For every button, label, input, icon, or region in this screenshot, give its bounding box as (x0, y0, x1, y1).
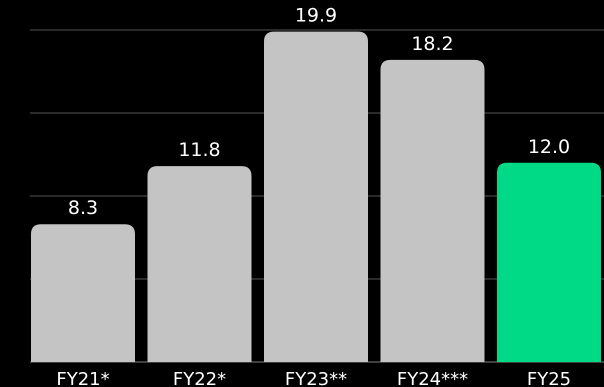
bar-fy22 (147, 166, 252, 362)
data-label-2: 19.9 (295, 5, 337, 27)
bar-fy24 (380, 59, 485, 362)
x-tick-label-0: FY21* (56, 369, 109, 387)
data-label-0: 8.3 (68, 197, 98, 219)
x-tick-labels: FY21* FY22* FY23** FY24*** FY25 (56, 369, 571, 387)
x-tick-label-4: FY25 (527, 369, 571, 387)
bar-fy25 (497, 162, 601, 362)
data-labels: 8.3 11.8 19.9 18.2 12.0 (68, 5, 570, 220)
bar-fy21 (31, 224, 135, 362)
x-tick-label-3: FY24*** (397, 369, 468, 387)
bar-fy23 (264, 31, 368, 362)
x-tick-label-1: FY22* (173, 369, 226, 387)
data-label-4: 12.0 (528, 136, 570, 158)
data-label-3: 18.2 (411, 33, 453, 55)
data-label-1: 11.8 (178, 139, 220, 161)
bars (31, 31, 601, 362)
x-tick-label-2: FY23** (285, 369, 347, 387)
